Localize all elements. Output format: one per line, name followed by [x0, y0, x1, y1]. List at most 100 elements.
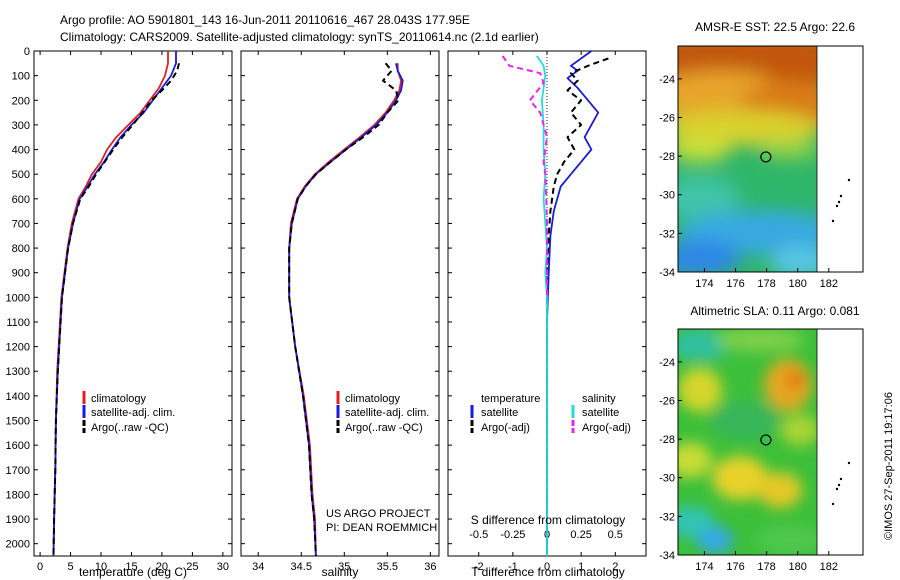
- series-line-argo-adj-salinity: [501, 55, 548, 298]
- sla-map-axes: [677, 328, 864, 556]
- depth-tick-label: 1700: [6, 465, 30, 477]
- legend-label-s-satellite: satellite: [582, 407, 619, 419]
- x-tick-label: 10: [95, 561, 107, 573]
- legend-label-argo: Argo(..raw -QC): [91, 422, 169, 434]
- lon-tick-label: 178: [757, 561, 775, 573]
- series-line-climatology: [52, 51, 169, 557]
- depth-tick-label: 100: [12, 71, 30, 83]
- lat-tick-label: -34: [659, 267, 675, 279]
- x-tick-label: 1: [578, 561, 584, 573]
- lon-tick-label: 176: [726, 278, 744, 290]
- salinity-x-ticks: 34 34.5 35 35.5 36: [252, 51, 437, 573]
- depth-tick-label: 1400: [6, 391, 30, 403]
- legend-label-satellite: satellite-adj. clim.: [91, 407, 175, 419]
- sst-field: [678, 46, 817, 272]
- x-tick-label: 20: [156, 561, 168, 573]
- legend-header-temperature: temperature: [481, 393, 540, 405]
- depth-tick-label: 1100: [6, 317, 30, 329]
- legend-label-climatology: climatology: [91, 393, 147, 405]
- salinity-y-ticks: [241, 50, 439, 545]
- depth-tick-label: 300: [12, 120, 30, 132]
- lat-tick-label: -32: [659, 511, 675, 523]
- lat-tick-label: -28: [659, 151, 675, 163]
- x-tick-label: 36: [424, 561, 436, 573]
- difference-panel: -2 -1 0 1 2 -0.5 -0.25 0 0.25 0.5 S difference f…: [447, 50, 647, 579]
- sst-map-axes: [677, 45, 864, 273]
- series-line-climatology: [288, 63, 403, 557]
- sla-lon-ticks: 174 176 178 180 182: [695, 551, 838, 573]
- depth-tick-label: 1500: [6, 416, 30, 428]
- series-line-argo-adj-temperature: [546, 57, 609, 556]
- sla-map-panel: Altimetric SLA: 0.11 Argo: 0.081 174 17: [659, 304, 864, 573]
- s-tick-label: 0.25: [570, 529, 591, 541]
- salinity-panel: 34 34.5 35 35.5 36 salinity climatology sate…: [240, 50, 440, 579]
- depth-tick-label: 1600: [6, 440, 30, 452]
- temperature-series: [52, 51, 180, 557]
- x-tick-label: -1: [508, 561, 518, 573]
- lat-tick-label: -30: [659, 473, 675, 485]
- legend-label-s-argo: Argo(-adj): [582, 422, 631, 434]
- lat-tick-label: -28: [659, 434, 675, 446]
- lon-tick-label: 182: [820, 561, 838, 573]
- header-line-2: Climatology: CARS2009. Satellite-adjuste…: [60, 30, 539, 44]
- depth-tick-label: 0: [24, 46, 30, 58]
- argo-position-marker: [760, 434, 772, 446]
- series-line-satellite-salinity: [536, 55, 548, 556]
- lon-tick-label: 180: [789, 278, 807, 290]
- lat-tick-label: -32: [659, 228, 675, 240]
- lon-tick-label: 174: [695, 278, 713, 290]
- x-tick-label: 0: [37, 561, 43, 573]
- lat-tick-label: -26: [659, 395, 675, 407]
- depth-tick-label: 1000: [6, 292, 30, 304]
- depth-tick-label: 1300: [6, 366, 30, 378]
- s-difference-label: S difference from climatology: [471, 513, 626, 527]
- depth-tick-label: 400: [12, 145, 30, 157]
- difference-series: [501, 50, 609, 556]
- depth-tick-label: 1200: [6, 342, 30, 354]
- sst-lat-ticks: -24 -26 -28 -30 -32 -34: [659, 74, 682, 279]
- temperature-legend: climatology satellite-adj. clim. Argo(..…: [82, 391, 175, 434]
- difference-y-ticks: [448, 50, 646, 545]
- lon-tick-label: 180: [789, 561, 807, 573]
- x-tick-label: 2: [612, 561, 618, 573]
- depth-tick-label: 500: [12, 169, 30, 181]
- x-tick-label: 35.5: [377, 561, 398, 573]
- sst-argo-marker: [760, 151, 772, 163]
- sla-argo-marker: [760, 434, 772, 446]
- temperature-x-ticks: 0 5 10 15 20 25 30: [37, 51, 229, 573]
- sst-map-title: AMSR-E SST: 22.5 Argo: 22.6: [695, 20, 855, 34]
- depth-tick-label: 200: [12, 95, 30, 107]
- x-tick-label: 0: [544, 561, 550, 573]
- pi-label: PI: DEAN ROEMMICH: [326, 522, 437, 534]
- x-tick-label: 34: [252, 561, 264, 573]
- lon-tick-label: 178: [757, 278, 775, 290]
- lat-tick-label: -24: [659, 74, 675, 86]
- depth-tick-label: 1900: [6, 514, 30, 526]
- project-label: US ARGO PROJECT: [326, 508, 431, 520]
- lon-tick-label: 174: [695, 561, 713, 573]
- sla-islands: [831, 461, 851, 506]
- temperature-axes-frame: [33, 50, 233, 557]
- depth-tick-label: 2000: [6, 539, 30, 551]
- depth-tick-label: 600: [12, 194, 30, 206]
- temperature-panel: 0 5 10 15 20 25 30 0 100 200 300 400 500 600 700 800 90…: [6, 46, 233, 579]
- difference-legend: temperature salinity satellite Argo(-adj…: [470, 393, 631, 434]
- lat-tick-label: -26: [659, 112, 675, 124]
- x-tick-label: 5: [67, 561, 73, 573]
- legend-label-satellite: satellite-adj. clim.: [345, 407, 429, 419]
- temperature-x-label: temperature (deg C): [79, 565, 187, 579]
- lon-tick-label: 182: [820, 278, 838, 290]
- sst-islands: [831, 178, 851, 223]
- depth-tick-label: 800: [12, 243, 30, 255]
- copyright-timestamp: ©IMOS 27-Sep-2011 19:17:06: [883, 392, 895, 540]
- salinity-x-label: salinity: [322, 565, 359, 579]
- salinity-series: [288, 62, 404, 557]
- x-tick-label: 35: [338, 561, 350, 573]
- lat-tick-label: -24: [659, 357, 675, 369]
- x-tick-label: 34.5: [291, 561, 312, 573]
- x-tick-label: 25: [186, 561, 198, 573]
- argo-position-marker: [760, 151, 772, 163]
- legend-label-t-satellite: satellite: [481, 407, 518, 419]
- legend-label-climatology: climatology: [345, 393, 401, 405]
